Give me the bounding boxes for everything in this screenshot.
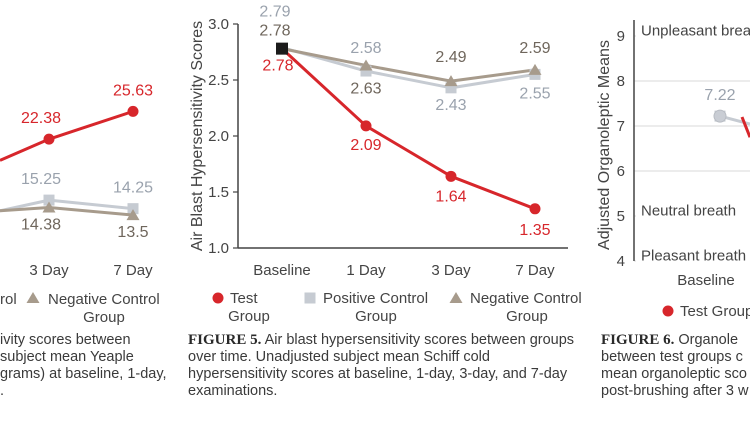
fig6-y-label: Adjusted Organoleptic Means — [596, 40, 613, 250]
fig5-legend-marker-test — [212, 292, 224, 304]
fig5-legend-label-positive-1: Positive Control — [323, 290, 428, 307]
fig5-data-label-positive-0: 2.79 — [259, 4, 290, 21]
fig5-x-tick-1: 1 Day — [346, 262, 386, 279]
fig6-series-line-test — [740, 116, 750, 138]
fig5-data-label-test-0: 2.78 — [262, 58, 293, 75]
caption-figure-5-text: Air blast hypersensitivity scores betwee… — [188, 332, 575, 399]
fig5-data-label-positive-2: 2.43 — [435, 97, 466, 114]
caption-figure-6-text: Organole between test groups c mean orga… — [601, 332, 749, 399]
fig5-x-tick-0: Baseline — [253, 262, 311, 279]
fig6-legend-marker-test — [662, 305, 674, 317]
caption-figure-5-label: FIGURE 5. — [188, 332, 262, 348]
fig6-ref-label-1: Neutral breath — [641, 203, 736, 220]
fig5-series-line-positive — [281, 46, 536, 90]
fig5-legend-marker-negative — [449, 292, 463, 303]
fig5-series-line-test — [280, 47, 536, 211]
fig5-point-baseline — [276, 42, 288, 55]
fig6-y-tick-5: 9 — [617, 28, 625, 45]
left-data-label-negative-1: 14.38 — [21, 217, 61, 234]
fig5-data-label-positive-3: 2.55 — [519, 85, 550, 102]
fig5-point-positive-1 — [360, 65, 372, 77]
fig6-data-label-positive-0: 7.22 — [704, 87, 735, 104]
fig5-point-negative-2 — [444, 75, 458, 87]
left-legend-label-negative-2: Group — [83, 309, 125, 326]
fig6-y-tick-1: 5 — [617, 208, 625, 225]
fig6-x-tick-0: Baseline — [677, 272, 735, 289]
fig5-legend-label-positive-2: Group — [355, 308, 397, 325]
fig5-point-test-2 — [445, 170, 457, 182]
left-data-label-positive-2: 14.25 — [113, 180, 153, 197]
fig5-point-negative-3 — [528, 63, 542, 75]
fig5-data-label-test-3: 1.35 — [519, 222, 550, 239]
fig5-y-tick-1: 1.5 — [208, 184, 229, 201]
fig5-data-label-negative-3: 2.59 — [519, 40, 550, 57]
fig5-legend-label-negative-1: Negative Control — [470, 290, 582, 307]
left-x-tick-2: 7 Day — [113, 262, 153, 279]
left-point-test-2 — [127, 105, 139, 117]
fig5-x-tick-2: 3 Day — [431, 262, 471, 279]
fig5-data-label-test-2: 1.64 — [435, 188, 466, 205]
fig5-y-tick-4: 3.0 — [208, 16, 229, 33]
left-data-label-negative-2: 13.5 — [117, 224, 148, 241]
left-data-label-positive-1: 15.25 — [21, 171, 61, 188]
left-legend-label-negative-1: Negative Control — [48, 291, 160, 308]
fig5-point-test-1 — [360, 120, 372, 132]
fig5-y-tick-2: 2.0 — [208, 128, 229, 145]
left-legend-marker-negative — [26, 292, 40, 303]
caption-figure-6: FIGURE 6. Organole between test groups c… — [601, 332, 750, 400]
caption-figure-5: FIGURE 5. Air blast hypersensitivity sco… — [188, 332, 578, 400]
fig6-ref-label-2: Pleasant breath — [641, 248, 746, 265]
fig5-legend-label-negative-2: Group — [506, 308, 548, 325]
left-data-label-test-2: 25.63 — [113, 82, 153, 99]
fig5-y-tick-0: 1.0 — [208, 240, 229, 257]
fig6-ref-label-bg-0 — [636, 22, 750, 40]
fig6-y-tick-2: 6 — [617, 163, 625, 180]
left-point-negative-1 — [42, 201, 56, 213]
fig5-x-tick-3: 7 Day — [515, 262, 555, 279]
left-series-line-test — [0, 109, 134, 162]
caption-left: ivity scores between subject mean Yeaple… — [0, 332, 170, 400]
fig5-data-label-negative-0: 2.78 — [259, 23, 290, 40]
fig5-y-label: Air Blast Hypersensitivity Scores — [189, 21, 206, 251]
fig6-ref-label-0: Unpleasant breath — [641, 23, 750, 40]
fig5-legend-label-test-1: Test — [230, 290, 258, 307]
fig6-ref-label-bg-1 — [636, 202, 750, 220]
left-data-label-test-1: 22.38 — [21, 110, 61, 127]
fig5-point-negative-1 — [359, 59, 373, 71]
fig6-y-tick-4: 8 — [617, 73, 625, 90]
fig5-data-label-negative-2: 2.49 — [435, 49, 466, 66]
left-point-negative-2 — [126, 209, 140, 221]
fig5-legend-label-test-2: Group — [228, 308, 270, 325]
fig6-legend-label-test: Test Group — [680, 303, 750, 320]
left-point-test-1 — [43, 133, 55, 145]
fig5-data-label-test-1: 2.09 — [350, 137, 381, 154]
fig5-y-tick-3: 2.5 — [208, 72, 229, 89]
fig5-point-positive-2 — [445, 82, 457, 94]
fig5-data-label-negative-1: 2.63 — [350, 80, 381, 97]
caption-left-text: ivity scores between subject mean Yeaple… — [0, 332, 167, 399]
left-series-line-negative — [0, 206, 134, 217]
fig6-y-tick-0: 4 — [617, 253, 625, 270]
fig5-series-line-negative — [281, 47, 536, 83]
fig6-ref-label-bg-2 — [636, 247, 750, 265]
fig5-data-label-positive-1: 2.58 — [350, 40, 381, 57]
caption-figure-6-label: FIGURE 6. — [601, 332, 675, 348]
fig5-legend-marker-positive — [304, 292, 316, 304]
fig6-y-tick-3: 7 — [617, 118, 625, 135]
left-point-positive-1 — [43, 194, 55, 206]
fig5-point-test-3 — [529, 203, 541, 215]
left-point-positive-2 — [127, 203, 139, 215]
left-legend-label-test: rol — [0, 291, 17, 308]
left-x-tick-1: 3 Day — [29, 262, 69, 279]
fig6-point-positive-0-circle — [713, 109, 727, 123]
